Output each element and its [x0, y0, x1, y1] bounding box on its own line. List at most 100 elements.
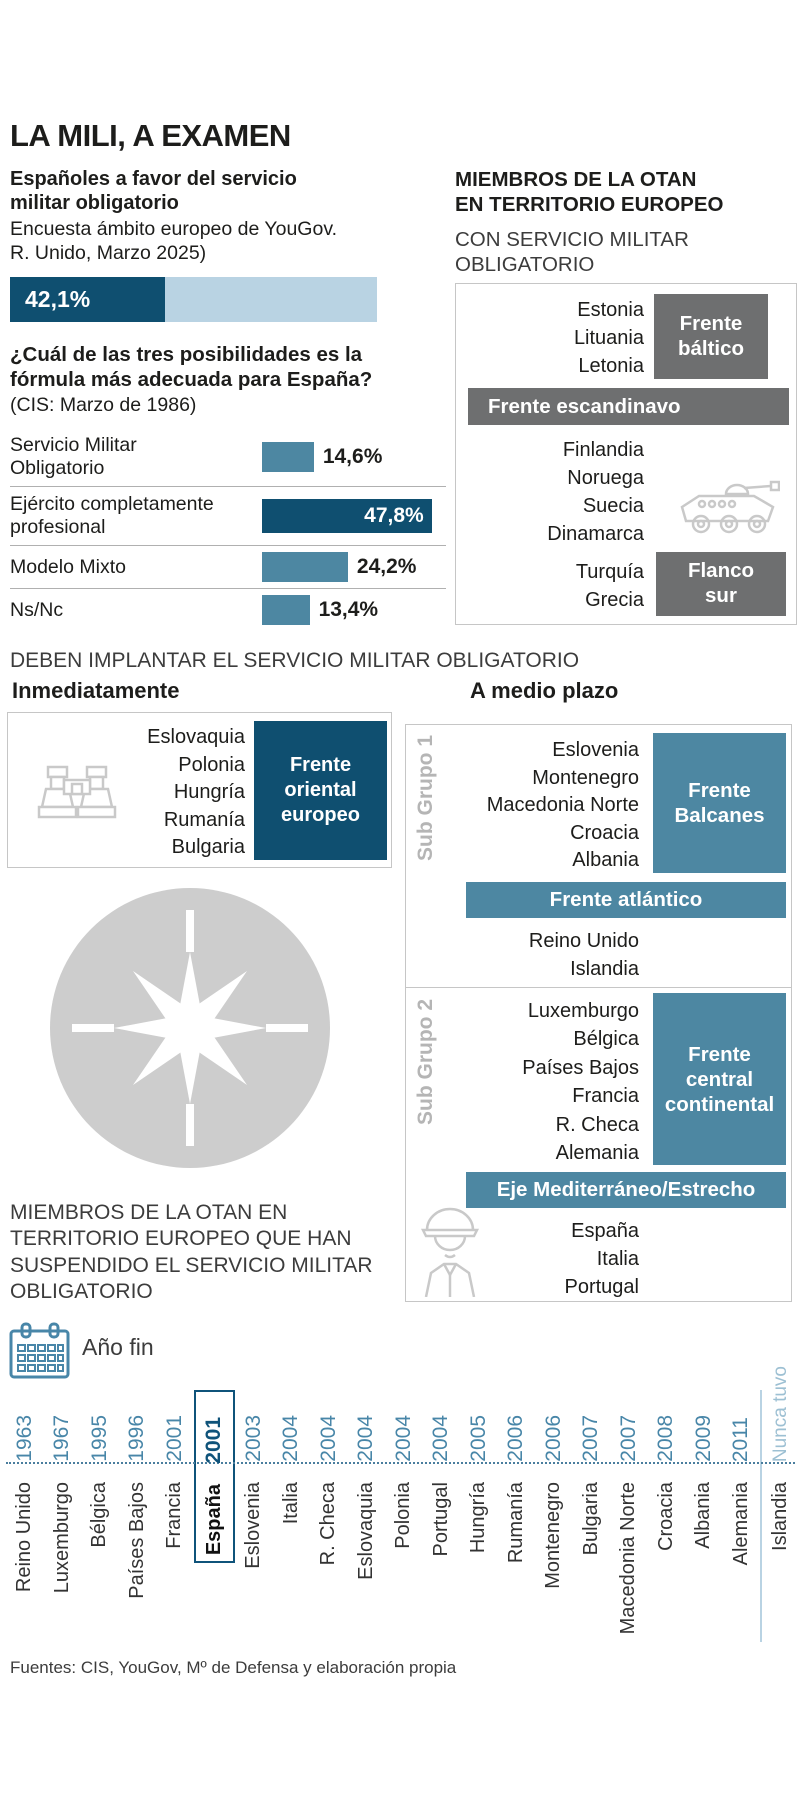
survey2-rows: Servicio Militar Obligatorio 14,6% 14,6%… [10, 428, 446, 631]
timeline-year: Nunca tuvo [769, 1365, 791, 1462]
timeline-year-slot: 2004 [317, 1390, 341, 1467]
timeline-year: 2004 [354, 1415, 378, 1462]
timeline-year-slot: 2003 [242, 1390, 266, 1467]
page-title: LA MILI, A EXAMEN [10, 118, 291, 153]
timeline-year: 2008 [654, 1415, 678, 1462]
timeline-country: Alemania [729, 1482, 752, 1566]
survey-row: Servicio Militar Obligatorio 14,6% 14,6% [10, 428, 446, 486]
timeline-country: Luxemburgo [50, 1482, 73, 1594]
binoculars-icon [37, 765, 117, 819]
baltic-front-label: Frente báltico [654, 294, 768, 379]
timeline-country-slot: Albania [692, 1467, 715, 1549]
timeline-year-slot: 2004 [354, 1390, 378, 1467]
survey2-question: ¿Cuál de las tres posibilidades es la fó… [10, 343, 373, 391]
timeline-legend: Año fin [82, 1334, 154, 1360]
timeline-country-slot: Macedonia Norte [617, 1467, 640, 1634]
country-label: Noruega [567, 467, 644, 489]
timeline-column: 1996 Países Bajos [119, 1390, 157, 1599]
timeline-country-slot: Eslovenia [242, 1467, 265, 1569]
timeline-country: Países Bajos [125, 1482, 148, 1599]
south-country-list: Turquía Grecia [576, 558, 644, 614]
nato-logo [50, 888, 330, 1168]
timeline-country: Rumanía [504, 1482, 527, 1564]
nato-con-heading: MIEMBROS DE LA OTAN EN TERRITORIO EUROPE… [455, 168, 724, 216]
scandinavian-front-banner: Frente escandinavo [468, 388, 789, 425]
timeline-year-slot: 2004 [429, 1390, 453, 1467]
atlantic-country-list: Reino Unido Islandia [529, 927, 639, 983]
survey1-heading: Españoles a favor del servicio militar o… [10, 168, 297, 214]
country-label: Bulgaria [171, 836, 245, 859]
timeline-column: 2006 Rumanía [498, 1390, 536, 1563]
timeline-country-slot: Islandia [769, 1467, 792, 1551]
survey-bar: 24,2% [262, 552, 348, 582]
survey-row: Modelo Mixto 24,2% 24,2% [10, 545, 446, 588]
timeline-year: 2001 [162, 1415, 186, 1462]
country-label: Montenegro [532, 766, 639, 789]
timeline-year-slot: 2006 [542, 1390, 566, 1467]
timeline-country-slot: Rumanía [505, 1467, 528, 1563]
timeline: 1963 Reino Unido 1967 Luxemburgo 1995 [6, 1366, 795, 1642]
timeline-year-slot: 2011 [729, 1390, 753, 1467]
timeline-country: Hungría [467, 1482, 490, 1554]
timeline-column: 2006 Montenegro [535, 1390, 573, 1589]
timeline-column: 2004 Polonia [385, 1390, 423, 1549]
timeline-column: 2005 Hungría [460, 1390, 498, 1553]
country-label: R. Checa [555, 1113, 639, 1136]
timeline-column: 2009 Albania [685, 1390, 723, 1549]
balkans-front-label: Frente Balcanes [653, 733, 786, 873]
timeline-year: 1996 [125, 1415, 149, 1462]
subgroup2-label: Sub Grupo 2 [414, 999, 437, 1125]
timeline-column: 2001 España [193, 1390, 235, 1564]
nato-con-subheading: CON SERVICIO MILITAR OBLIGATORIO [455, 228, 689, 276]
timeline-year-slot: 2005 [467, 1390, 491, 1467]
survey-row-label: Ejército completamente profesional [10, 493, 214, 538]
timeline-country-slot: Polonia [392, 1467, 415, 1549]
stacked-bar-fill: 42,1% [10, 277, 165, 322]
country-label: Polonia [178, 753, 245, 776]
timeline-country: Montenegro [542, 1482, 565, 1589]
country-label: Francia [572, 1085, 639, 1108]
timeline-year: 2004 [391, 1415, 415, 1462]
timeline-country: Portugal [429, 1482, 452, 1557]
country-label: Rumanía [163, 808, 245, 831]
timeline-column: 1963 Reino Unido [6, 1390, 44, 1592]
timeline-dotted-line [6, 1462, 795, 1464]
timeline-column: Nunca tuvo Islandia [760, 1366, 800, 1642]
timeline-country: Reino Unido [13, 1482, 36, 1593]
timeline-country-slot: Reino Unido [13, 1467, 36, 1592]
country-label: Eslovenia [552, 739, 639, 761]
survey1-subheading: Encuesta ámbito europeo de YouGov. R. Un… [10, 218, 338, 265]
immediate-country-list: Eslovaquia Polonia Hungría Rumanía Bulgaria [147, 724, 245, 862]
country-label: Croacia [570, 821, 639, 844]
timeline-country: Albania [692, 1482, 715, 1549]
timeline-year-slot: 1963 [13, 1390, 37, 1467]
country-label: Macedonia Norte [486, 794, 639, 817]
timeline-country: Francia [163, 1482, 186, 1549]
survey-row: Ejército completamente profesional 47,8%… [10, 486, 446, 545]
survey-value: 24,2% [356, 555, 417, 578]
timeline-column: 2004 Eslovaquia [348, 1390, 386, 1580]
country-label: Dinamarca [547, 523, 644, 545]
country-label: Turquía [575, 561, 644, 583]
timeline-year: 1995 [87, 1415, 111, 1462]
timeline-country-slot: Francia [163, 1467, 186, 1549]
survey-bar-track: 13,4% 13,4% [262, 595, 446, 625]
stacked-bar: 42,1% [10, 277, 377, 322]
timeline-column: 2008 Croacia [648, 1390, 686, 1551]
group1-country-list: Eslovenia Montenegro Macedonia Norte Croaci… [487, 737, 639, 875]
timeline-country-slot: Alemania [730, 1467, 753, 1565]
timeline-country: Bulgaria [579, 1482, 602, 1556]
timeline-year-slot: 2004 [279, 1390, 303, 1467]
country-label: Grecia [585, 589, 644, 611]
immediate-panel: Eslovaquia Polonia Hungría Rumanía Bulgaria … [7, 712, 392, 868]
timeline-column: 2004 Italia [273, 1390, 311, 1524]
timeline-country-slot: Montenegro [542, 1467, 565, 1589]
country-label: Lituania [573, 327, 644, 349]
suspended-heading: MIEMBROS DE LA OTAN EN TERRITORIO EUROPE… [10, 1201, 373, 1304]
country-label: Bélgica [573, 1028, 639, 1051]
country-label: Finlandia [562, 439, 644, 461]
medium-title: A medio plazo [470, 678, 619, 703]
timeline-year-slot: 1996 [125, 1390, 149, 1467]
subgroup1-label: Sub Grupo 1 [414, 735, 437, 861]
